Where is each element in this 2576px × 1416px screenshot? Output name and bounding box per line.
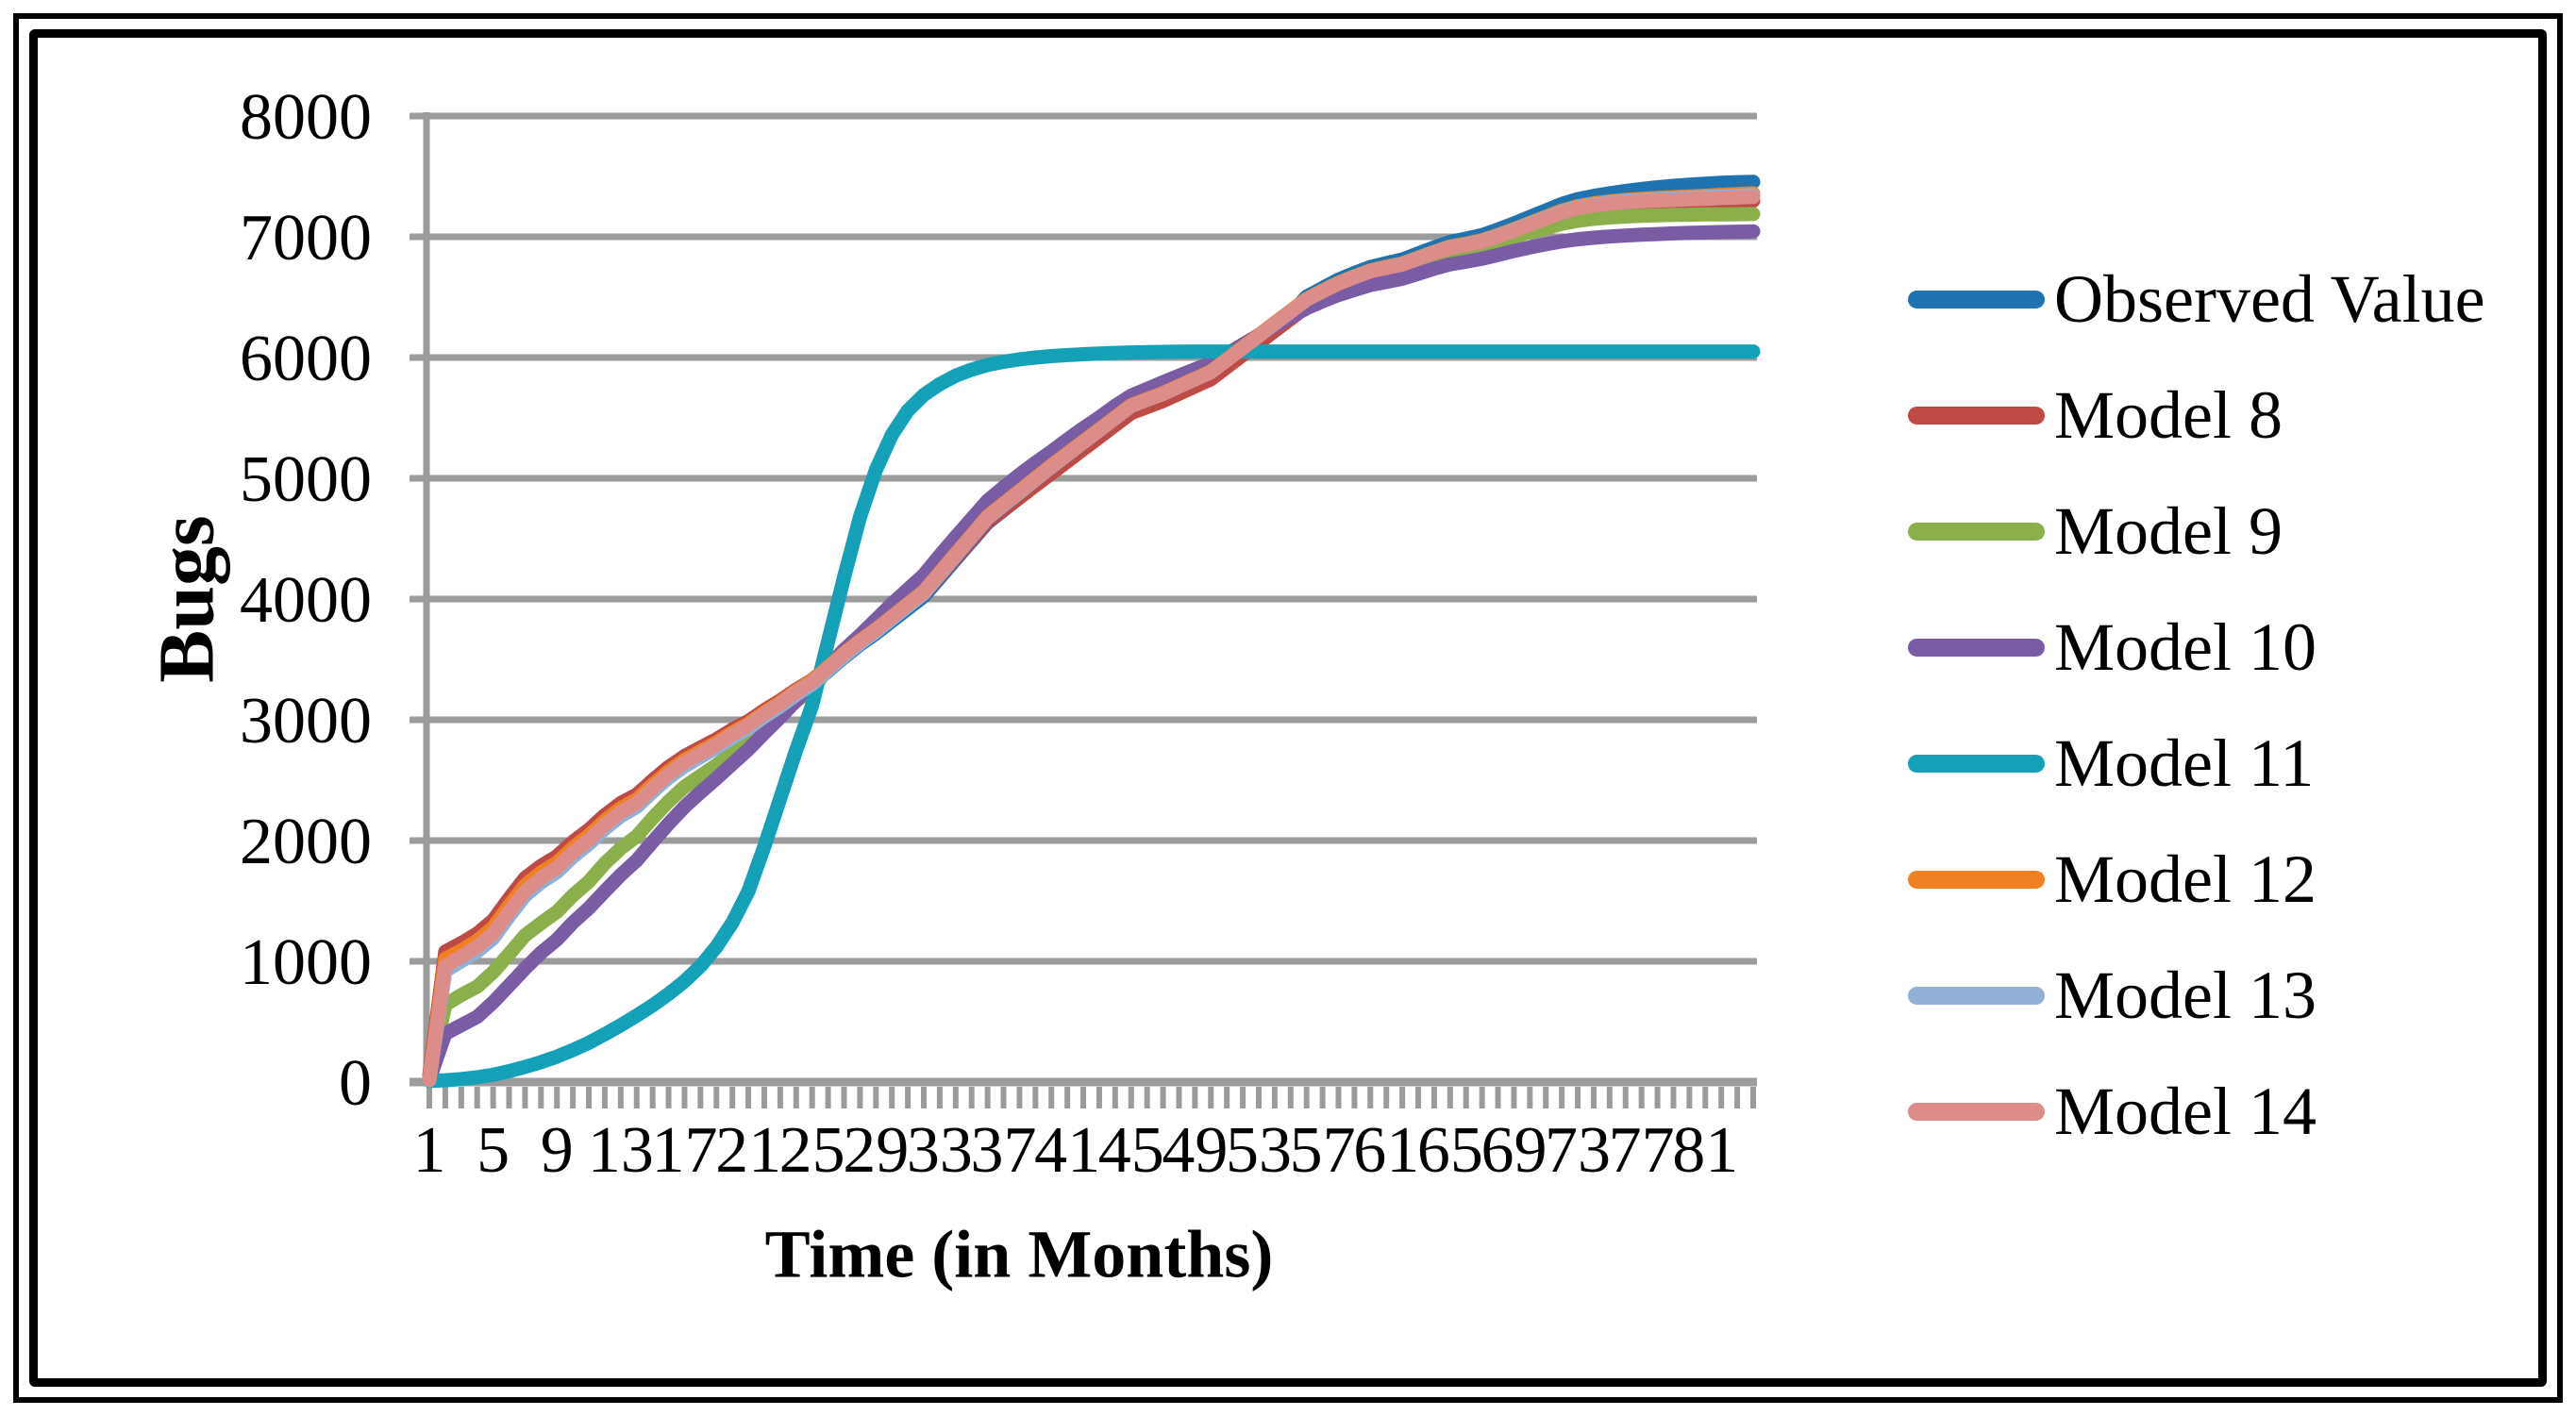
legend: Observed Value Model 8 Model 9 Model 10 Mode… [1908,242,2485,1170]
outer-frame [13,13,2563,1403]
x-tick-label: 77 [1609,1114,1675,1187]
legend-swatch-model-13 [1908,987,2045,1005]
legend-swatch-model-9 [1908,523,2045,541]
legend-label: Model 9 [2054,493,2283,569]
legend-swatch-model-14 [1908,1103,2045,1121]
legend-item-model-11: Model 11 [1908,706,2485,822]
y-tick-label: 0 [339,1047,372,1120]
series-line-model-14 [422,190,1761,1087]
x-tick-label: 25 [779,1114,845,1187]
legend-label: Model 13 [2054,958,2317,1033]
x-tick-label: 73 [1545,1114,1611,1187]
x-tick-label: 57 [1290,1114,1356,1187]
x-tick-label: 37 [971,1114,1037,1187]
series-line-model-9 [422,207,1761,1087]
legend-item-observed-value: Observed Value [1908,242,2485,358]
series-line-model-12 [422,186,1761,1087]
series-line-model-8 [422,193,1761,1082]
legend-item-model-8: Model 8 [1908,358,2485,474]
legend-label: Observed Value [2054,261,2485,337]
y-tick-label: 5000 [240,443,372,516]
x-tick-label: 65 [1417,1114,1483,1187]
x-tick-label: 5 [477,1114,510,1187]
legend-item-model-10: Model 10 [1908,590,2485,706]
x-tick-label: 69 [1480,1114,1547,1187]
legend-swatch-model-10 [1908,639,2045,657]
x-tick-label: 1 [413,1114,446,1187]
y-tick-label: 4000 [240,564,372,637]
y-tick-label: 8000 [240,81,372,154]
x-tick-label: 53 [1226,1114,1292,1187]
legend-label: Model 12 [2054,841,2317,917]
legend-swatch-model-11 [1908,755,2045,773]
y-tick-label: 7000 [240,202,372,275]
x-tick-label: 33 [907,1114,973,1187]
x-axis-title: Time (in Months) [764,1216,1274,1292]
legend-item-model-12: Model 12 [1908,822,2485,938]
y-tick-label: 2000 [240,806,372,878]
x-tick-label: 9 [541,1114,574,1187]
x-tick-label: 41 [1034,1114,1100,1187]
x-tick-label: 49 [1162,1114,1228,1187]
series-line-observed-value [422,175,1761,1086]
legend-item-model-9: Model 9 [1908,474,2485,590]
series-line-model-10 [422,224,1761,1087]
y-tick-label: 1000 [240,926,372,999]
inner-frame [29,29,2547,1387]
legend-label: Model 14 [2054,1074,2317,1149]
x-tick-label: 17 [651,1114,717,1187]
x-tick-label: 13 [588,1114,654,1187]
series-line-model-13 [422,188,1761,1088]
y-tick-label: 6000 [240,323,372,395]
x-tick-label: 45 [1098,1114,1164,1187]
legend-label: Model 11 [2054,725,2315,801]
legend-swatch-model-12 [1908,871,2045,889]
legend-label: Model 10 [2054,609,2317,685]
x-tick-label: 81 [1672,1114,1738,1187]
legend-swatch-observed-value [1908,291,2045,308]
x-tick-label: 29 [843,1114,909,1187]
legend-item-model-13: Model 13 [1908,938,2485,1054]
y-axis-title: Bugs [142,515,231,683]
x-tick-label: 61 [1353,1114,1419,1187]
series-line-model-11 [422,344,1761,1089]
x-tick-label: 21 [715,1114,781,1187]
y-tick-label: 3000 [240,685,372,758]
legend-swatch-model-8 [1908,407,2045,425]
legend-label: Model 8 [2054,377,2283,453]
legend-item-model-14: Model 14 [1908,1054,2485,1170]
